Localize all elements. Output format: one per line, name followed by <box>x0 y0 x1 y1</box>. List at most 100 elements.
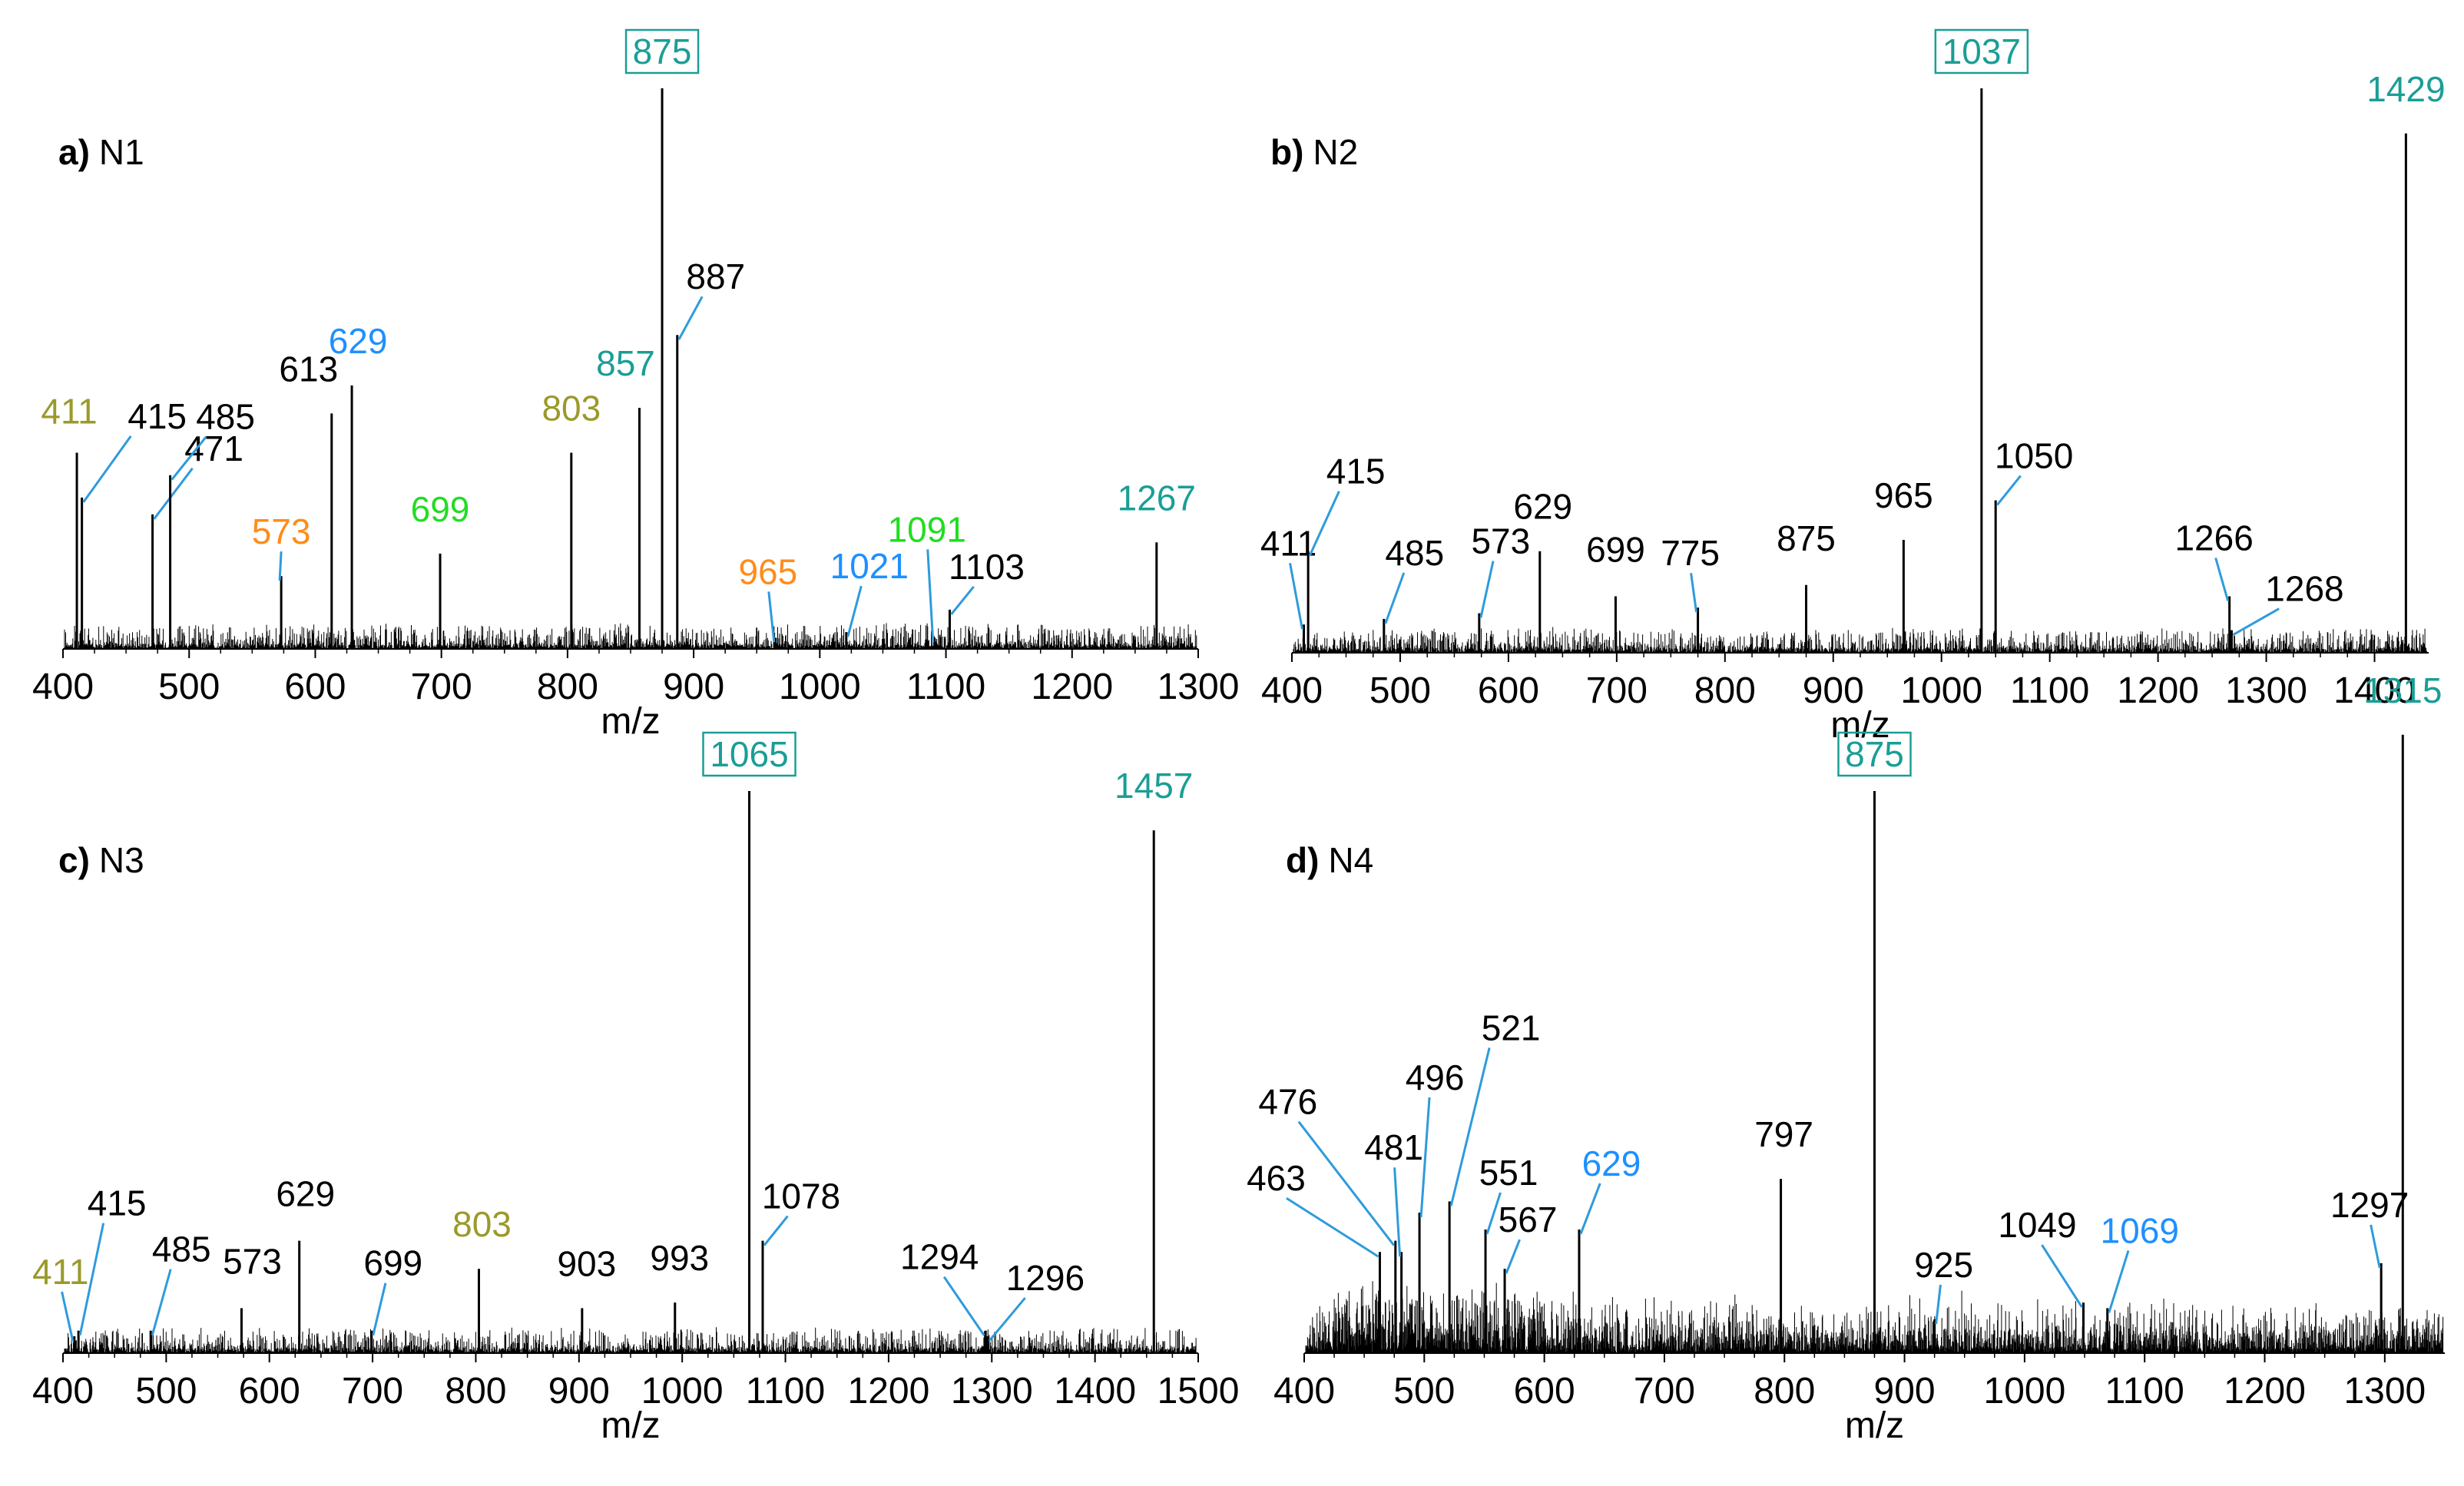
x-tick-label: 1300 <box>1157 667 1240 707</box>
x-tick-label: 500 <box>135 1371 197 1412</box>
peak-label-463: 463 <box>1247 1158 1306 1198</box>
panel-letter: b) <box>1270 132 1303 172</box>
leader-line-1103 <box>950 585 975 615</box>
peak-label-573: 573 <box>252 511 311 551</box>
panel-title: b) N2 <box>1270 132 1358 172</box>
leader-line-1297 <box>2370 1224 2381 1269</box>
peak-label-629: 629 <box>276 1174 335 1214</box>
x-tick-label: 1300 <box>951 1371 1033 1412</box>
peak-label-1037: 1037 <box>1942 31 2021 71</box>
x-tick-label: 1000 <box>1984 1371 2066 1412</box>
peak-label-1429: 1429 <box>2366 69 2445 109</box>
spectrum-panel-4: d) N4 400 500 600 700 800 900 1000 1100 1200 1300 m/… <box>1247 670 2445 1446</box>
peak-label-629: 629 <box>1513 487 1572 527</box>
panel-name: N3 <box>99 840 144 880</box>
peak-label-411: 411 <box>32 1252 88 1292</box>
x-tick-label: 1400 <box>1054 1371 1136 1412</box>
peak-label-411: 411 <box>41 392 97 432</box>
spectrum-panel-3: c) N3 400 500 600 700 800 900 1000 1100 1200 1300 14… <box>32 731 1240 1446</box>
peak-label-1315: 1315 <box>2363 670 2442 710</box>
peak-label-1296: 1296 <box>1006 1258 1085 1298</box>
x-tick-label: 1100 <box>2105 1371 2184 1412</box>
leader-line-411 <box>1289 562 1303 630</box>
leader-line-1021 <box>846 585 863 637</box>
peak-label-573: 573 <box>223 1241 282 1281</box>
peak-label-471: 471 <box>184 429 243 468</box>
peak-label-1297: 1297 <box>2330 1185 2409 1225</box>
peak-label-1266: 1266 <box>2174 518 2253 558</box>
leader-line-1049 <box>2041 1244 2083 1308</box>
peak-label-1294: 1294 <box>900 1237 979 1277</box>
peak-label-903: 903 <box>557 1243 616 1283</box>
x-tick-label: 600 <box>284 667 346 707</box>
x-tick-label: 400 <box>32 1371 94 1412</box>
x-tick-label: 900 <box>663 667 724 707</box>
peak-label-699: 699 <box>1586 530 1645 570</box>
peak-label-415: 415 <box>1326 452 1386 491</box>
noise-trace <box>64 623 1197 649</box>
leader-line-471 <box>153 467 194 520</box>
peak-label-1065: 1065 <box>710 734 788 774</box>
peak-label-875: 875 <box>1777 518 1836 558</box>
x-tick-label: 500 <box>1393 1371 1455 1412</box>
x-tick-label: 1400 <box>2333 670 2416 711</box>
x-tick-label: 1200 <box>1031 667 1113 707</box>
spectrum-panel-2: b) N2 400 500 600 700 800 900 1000 1100 1200 1300 14… <box>1260 28 2446 746</box>
leader-line-567 <box>1505 1239 1521 1274</box>
x-tick-label: 1500 <box>1157 1371 1240 1412</box>
leader-line-573 <box>278 551 283 581</box>
x-tick-label: 1300 <box>2225 670 2307 711</box>
leader-line-496 <box>1419 1097 1431 1218</box>
x-tick-label: 600 <box>239 1371 300 1412</box>
x-axis-title: m/z <box>1845 1405 1904 1446</box>
panel-title: c) N3 <box>58 840 144 880</box>
leader-line-485 <box>151 1269 172 1336</box>
leader-line-1091 <box>926 549 935 643</box>
peak-label-887: 887 <box>686 256 745 296</box>
peak-label-803: 803 <box>541 389 601 429</box>
leader-line-965 <box>767 591 776 643</box>
x-tick-label: 900 <box>548 1371 610 1412</box>
peak-label-797: 797 <box>1754 1114 1813 1154</box>
leader-line-699 <box>372 1282 387 1336</box>
panel-letter: c) <box>58 840 90 880</box>
x-tick-label: 1000 <box>779 667 861 707</box>
base-peak-box-875 <box>1837 731 1912 777</box>
peak-label-485: 485 <box>152 1230 211 1269</box>
panel-letter: d) <box>1286 840 1319 880</box>
peak-label-875: 875 <box>1845 734 1904 774</box>
x-tick-label: 400 <box>32 667 94 707</box>
leader-line-1296 <box>988 1297 1026 1342</box>
leader-line-551 <box>1485 1192 1502 1235</box>
peak-label-1091: 1091 <box>888 509 966 549</box>
x-tick-label: 1000 <box>641 1371 724 1412</box>
peak-label-415: 415 <box>88 1183 147 1223</box>
leader-line-629 <box>1579 1183 1601 1235</box>
noise-trace <box>64 1327 1197 1353</box>
peak-label-803: 803 <box>452 1204 512 1244</box>
leader-line-1294 <box>942 1276 985 1336</box>
spectrum-panel-1: a) N1 400 500 600 700 800 900 1000 1100 1200 1300 m/… <box>32 28 1240 742</box>
peak-label-551: 551 <box>1479 1153 1538 1193</box>
peak-label-485: 485 <box>196 397 255 437</box>
peak-label-875: 875 <box>633 31 692 71</box>
peak-label-629: 629 <box>329 321 388 361</box>
panel-title: d) N4 <box>1286 840 1373 880</box>
leader-line-1268 <box>2232 607 2280 636</box>
peak-label-775: 775 <box>1661 533 1720 573</box>
baseline-noise <box>64 623 1197 649</box>
x-tick-label: 1100 <box>746 1371 825 1412</box>
peak-label-415: 415 <box>128 396 187 436</box>
x-tick-label: 400 <box>1261 670 1323 711</box>
x-tick-label: 1200 <box>2117 670 2199 711</box>
panel-name: N1 <box>99 132 144 172</box>
peak-label-476: 476 <box>1258 1082 1317 1122</box>
leader-line-1050 <box>1996 475 2022 506</box>
peak-label-857: 857 <box>596 343 655 383</box>
x-tick-label: 400 <box>1273 1371 1335 1412</box>
leader-line-485 <box>1384 572 1406 624</box>
panel-title: a) N1 <box>58 132 144 172</box>
leader-line-887 <box>677 296 704 340</box>
panel-letter: a) <box>58 132 90 172</box>
peak-label-481: 481 <box>1364 1127 1423 1167</box>
